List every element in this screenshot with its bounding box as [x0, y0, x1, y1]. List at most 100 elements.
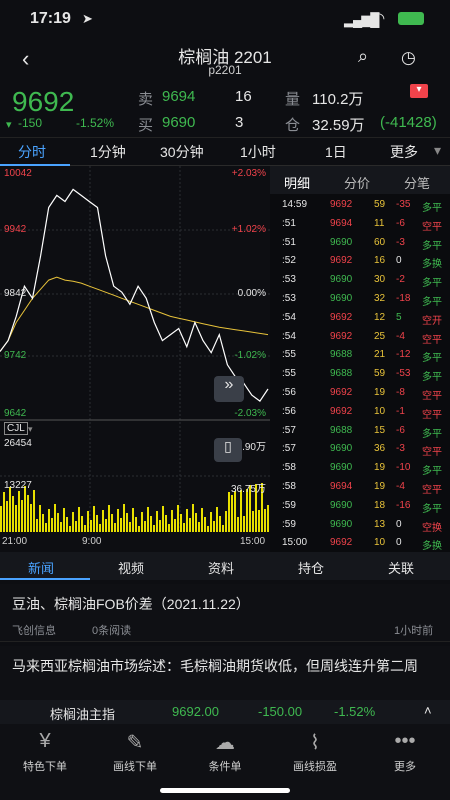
- tick-time: :54: [282, 311, 296, 323]
- news-item[interactable]: 豆油、棕榈油FOB价差（2021.11.22） 飞创信息 0条阅读 1小时前: [0, 584, 450, 642]
- toolbar-label: 更多: [394, 761, 416, 773]
- oi-level-mid: 36.75万: [230, 484, 266, 495]
- tick-direction: 多平: [422, 297, 442, 308]
- index-ticker[interactable]: 棕榈油主指 9692.00 -150.00 -1.52% ˄: [0, 700, 450, 724]
- tick-time: :55: [282, 349, 296, 361]
- wifi-icon: ◠: [372, 10, 386, 27]
- tick-volume: 36: [374, 443, 386, 455]
- tab-price-distribution[interactable]: 分价: [344, 176, 371, 191]
- chevron-up-icon[interactable]: ˄: [424, 703, 432, 718]
- tab-more[interactable]: 更多: [390, 144, 418, 160]
- tick-price: 9690: [330, 499, 353, 511]
- tick-row: :57 9688 15 -6 多平: [282, 424, 442, 440]
- tab-1day[interactable]: 1日: [325, 144, 347, 160]
- volume-bar: [174, 519, 176, 532]
- volume-bar: [27, 495, 29, 532]
- tab-video[interactable]: 视频: [118, 561, 145, 576]
- back-icon[interactable]: ‹: [22, 46, 30, 71]
- volume-bar: [63, 508, 65, 532]
- volume-bar: [144, 521, 146, 532]
- volume-bar: [228, 492, 230, 532]
- chevron-down-icon[interactable]: ▾: [434, 142, 442, 158]
- tick-volume: 19: [374, 387, 386, 398]
- tab-info[interactable]: 资料: [208, 561, 235, 576]
- sell-price: 9694: [162, 88, 196, 105]
- news-title: 豆油、棕榈油FOB价差（2021.11.22）: [12, 596, 250, 612]
- pct-level-2: +1.02%: [231, 224, 266, 235]
- tick-time: :57: [282, 424, 296, 436]
- volume-bar: [75, 521, 77, 532]
- price-change-pct: -1.52%: [76, 116, 115, 130]
- tick-time: :56: [282, 405, 296, 417]
- tick-time: :57: [282, 443, 296, 455]
- tick-price: 9688: [330, 368, 353, 380]
- tick-volume: 60: [374, 236, 386, 248]
- tick-price: 9694: [330, 481, 353, 492]
- toolbar-line-stop[interactable]: ⌇ 画线损盈: [270, 730, 360, 774]
- volume-bar: [111, 514, 113, 532]
- rotate-device-icon[interactable]: ▯: [214, 438, 242, 462]
- volume-bar: [138, 526, 140, 532]
- detail-tabs: 明细 分价 分笔: [270, 166, 450, 194]
- volume-bar: [39, 505, 41, 532]
- tick-price: 9690: [330, 274, 353, 286]
- tab-news[interactable]: 新闻: [28, 561, 55, 576]
- clock-icon[interactable]: ◷: [401, 48, 416, 67]
- buy-label: 买: [138, 117, 154, 134]
- title-bar: ‹ 棕榈油 2201 p2201 ⌕ ◷: [0, 40, 450, 82]
- volume-label: 量: [285, 91, 301, 108]
- volume-bar: [105, 519, 107, 532]
- tab-30min[interactable]: 30分钟: [160, 144, 204, 160]
- volume-bar: [117, 509, 119, 532]
- volume-bar: [84, 525, 86, 532]
- volume-indicator-label[interactable]: CJL: [4, 422, 28, 435]
- intraday-chart[interactable]: 10042 9942 9842 9742 9642 +2.03% +1.02% …: [0, 166, 270, 544]
- tick-time: 15:00: [282, 537, 308, 549]
- volume-bar: [243, 516, 245, 532]
- more-dots-icon: •••: [394, 730, 416, 752]
- pen-icon: ✎: [126, 732, 144, 754]
- grid: [0, 166, 270, 532]
- price-level-bottom: 9642: [4, 408, 27, 419]
- toolbar-more[interactable]: ••• 更多: [360, 730, 450, 774]
- volume-bar: [36, 519, 38, 532]
- price-level-4: 9742: [4, 350, 27, 361]
- volume-bar: [237, 517, 239, 532]
- dropdown-icon[interactable]: ▾: [410, 84, 428, 98]
- volume-bar: [168, 524, 170, 532]
- volume-bar: [234, 491, 236, 532]
- volume-bar: [78, 507, 80, 532]
- tab-tick-by-tick[interactable]: 分笔: [404, 176, 431, 191]
- tick-row: :58 9690 19 -10 多平: [282, 462, 442, 478]
- tab-1min[interactable]: 1分钟: [90, 144, 126, 160]
- toolbar-conditional-order[interactable]: ☁ 条件单: [180, 730, 270, 774]
- volume-bar: [87, 511, 89, 532]
- tab-detail[interactable]: 明细: [284, 176, 311, 191]
- trade-detail-panel: 明细 分价 分笔 14:59 9692 59 -35 多平:51 9694 11 -6 空平:5…: [270, 166, 450, 552]
- expand-arrows-icon[interactable]: »: [214, 376, 244, 402]
- tab-intraday[interactable]: 分时: [18, 144, 46, 160]
- tab-related[interactable]: 关联: [388, 561, 415, 576]
- volume-bar: [147, 507, 149, 532]
- tick-row: :58 9694 19 -4 空平: [282, 481, 442, 496]
- toolbar-line-order[interactable]: ✎ 画线下单: [90, 730, 180, 774]
- tick-price: 9690: [330, 518, 353, 530]
- pct-level-bottom: -2.03%: [234, 408, 266, 419]
- news-item[interactable]: 马来西亚棕榈油市场综述：毛棕榈油期货收低，但周线连升第二周: [0, 646, 450, 700]
- tick-volume: 30: [374, 274, 386, 286]
- search-icon[interactable]: ⌕: [358, 46, 369, 66]
- tick-row: :54 9692 25 -4 空平: [282, 330, 442, 346]
- chevron-down-icon[interactable]: ▾: [28, 424, 33, 434]
- volume-bar: [204, 517, 206, 532]
- tick-volume: 21: [374, 349, 386, 361]
- toolbar-feature-order[interactable]: ¥ 特色下单: [0, 730, 90, 774]
- volume-bar: [48, 509, 50, 532]
- tick-row: :52 9692 16 0 多换: [282, 255, 442, 271]
- volume-bar: [261, 483, 263, 532]
- tab-positions[interactable]: 持仓: [298, 561, 325, 576]
- volume-value: 110.2万: [312, 91, 364, 108]
- volume-bar: [15, 505, 17, 532]
- tick-price: 9690: [330, 236, 353, 248]
- volume-bar: [150, 516, 152, 532]
- tab-1hour[interactable]: 1小时: [240, 144, 276, 160]
